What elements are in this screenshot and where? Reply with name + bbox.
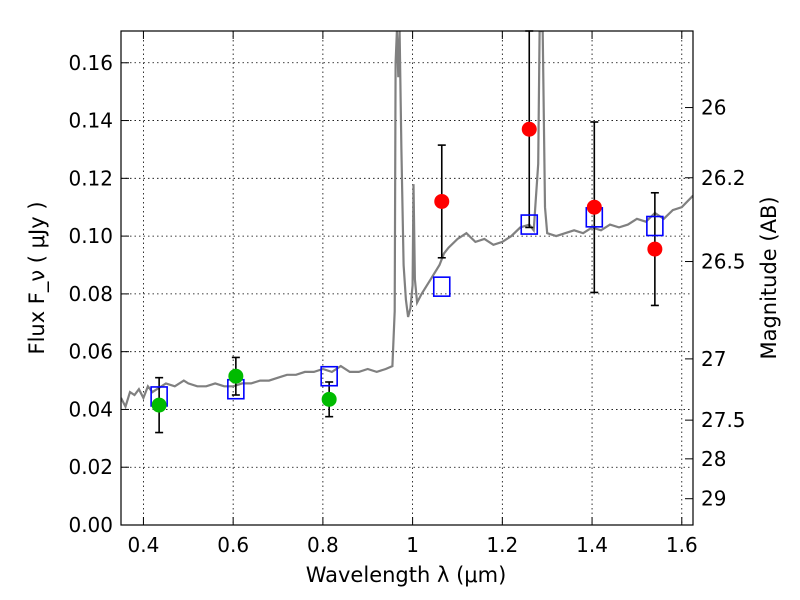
y-tick-label: 0.04 — [68, 397, 113, 421]
y-tick-labels: 0.00 0.02 0.04 0.06 0.08 0.10 0.12 0.14 0.16 — [68, 51, 113, 537]
x-tick-label: 0.6 — [217, 533, 249, 557]
y-tick-label: 0.12 — [68, 166, 113, 190]
x-axis-label: Wavelength λ (μm) — [306, 563, 507, 587]
x-tick-label: 0.4 — [128, 533, 160, 557]
plot-frame — [120, 30, 694, 526]
y-tick-label: 0.06 — [68, 340, 113, 364]
right-tick-label: 26.2 — [701, 166, 746, 190]
model-photometry-square — [646, 215, 664, 237]
x-tick-label: 1.6 — [666, 533, 698, 557]
optical-data-point — [151, 397, 167, 413]
right-tick-label: 27 — [701, 347, 726, 371]
y-tick-label: 0.02 — [68, 455, 113, 479]
y-tick-label: 0.16 — [68, 51, 113, 75]
y-tick-label: 0.00 — [68, 513, 113, 537]
nir-data-point — [434, 193, 450, 209]
x-tick-label: 0.8 — [307, 533, 339, 557]
y-tick-label: 0.08 — [68, 282, 113, 306]
grid-lines — [121, 31, 693, 525]
observed-photometry-layer — [151, 121, 663, 413]
x-tick-labels: 0.4 0.6 0.8 1 1.2 1.4 1.6 — [128, 533, 698, 557]
right-tick-labels: 26 26.2 26.5 27 27.5 28 29 — [701, 96, 746, 511]
right-axis-label: Magnitude (AB) — [757, 196, 781, 359]
x-tick-label: 1 — [406, 533, 419, 557]
axis-ticks — [121, 31, 693, 526]
optical-data-point — [321, 391, 337, 407]
y-tick-label: 0.14 — [68, 109, 113, 133]
model-spectrum-layer — [121, 31, 693, 410]
right-tick-label: 27.5 — [701, 408, 746, 432]
optical-data-point — [228, 368, 244, 384]
nir-data-point — [521, 121, 537, 137]
model-photometry-square — [320, 365, 338, 387]
right-tick-label: 29 — [701, 487, 726, 511]
y-axis-label: Flux F_ν ( μJy ) — [25, 201, 50, 354]
model-photometry-square — [520, 214, 539, 235]
model-spectrum-line — [121, 31, 693, 410]
right-tick-label: 28 — [701, 447, 726, 471]
x-tick-label: 1.2 — [486, 533, 518, 557]
x-tick-label: 1.4 — [576, 533, 608, 557]
y-tick-label: 0.10 — [68, 224, 113, 248]
nir-data-point — [647, 241, 663, 257]
right-tick-label: 26.5 — [701, 250, 746, 274]
model-photometry-square — [432, 276, 451, 297]
nir-data-point — [586, 199, 602, 215]
right-tick-label: 26 — [701, 96, 726, 120]
